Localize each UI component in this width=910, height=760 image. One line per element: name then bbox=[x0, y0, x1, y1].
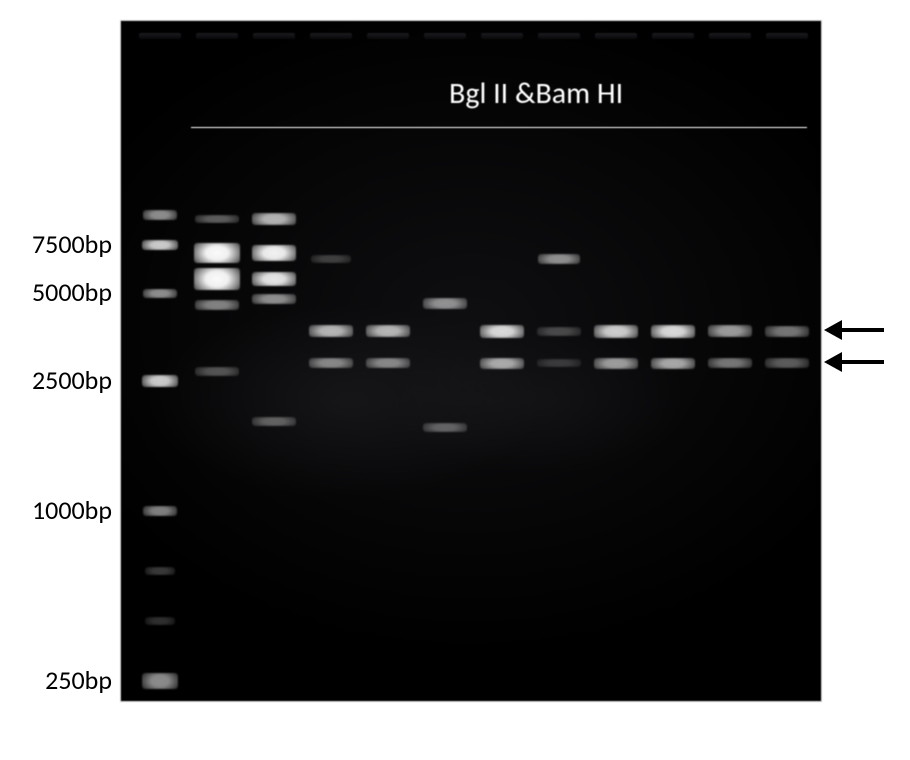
well bbox=[652, 33, 694, 39]
well bbox=[139, 33, 181, 39]
well bbox=[196, 33, 238, 39]
gel-band bbox=[195, 367, 239, 376]
gel-image: Bgl II &Bam HI bbox=[120, 20, 822, 702]
gel-band bbox=[195, 215, 239, 223]
gel-band bbox=[252, 213, 296, 225]
gel-band bbox=[651, 358, 695, 369]
gel-band bbox=[651, 325, 695, 338]
gel-band bbox=[594, 358, 638, 369]
bp-label-250: 250bp bbox=[45, 664, 112, 696]
gel-band bbox=[423, 423, 467, 432]
well bbox=[253, 33, 295, 39]
well bbox=[766, 33, 808, 39]
gel-figure: 7500bp 5000bp 2500bp 1000bp 250bp Bgl II… bbox=[0, 0, 910, 760]
gel-band bbox=[145, 567, 175, 575]
gel-band bbox=[366, 358, 410, 368]
gel-band bbox=[252, 294, 296, 304]
digest-underline bbox=[191, 127, 807, 128]
gel-band bbox=[594, 325, 638, 338]
digest-label: Bgl II &Bam HI bbox=[449, 75, 623, 112]
arrow-shaft bbox=[842, 360, 884, 364]
gel-band bbox=[143, 289, 177, 298]
gel-band bbox=[252, 417, 296, 426]
gel-band bbox=[142, 240, 178, 250]
well bbox=[481, 33, 523, 39]
gel-band bbox=[143, 506, 177, 516]
arrow-shaft bbox=[842, 328, 884, 332]
gel-band bbox=[195, 300, 239, 310]
gel-band bbox=[142, 673, 178, 689]
well bbox=[595, 33, 637, 39]
gel-band bbox=[480, 325, 524, 338]
gel-band bbox=[537, 359, 581, 367]
well bbox=[424, 33, 466, 39]
gel-band bbox=[194, 268, 240, 290]
arrow-head-icon bbox=[824, 320, 842, 340]
gel-band bbox=[366, 325, 410, 337]
bp-label-2500: 2500bp bbox=[32, 364, 112, 396]
gel-band bbox=[145, 617, 175, 625]
well bbox=[367, 33, 409, 39]
gel-band bbox=[142, 375, 178, 387]
arrow-head-icon bbox=[824, 352, 842, 372]
well bbox=[538, 33, 580, 39]
gel-band bbox=[252, 245, 296, 261]
well bbox=[310, 33, 352, 39]
gel-band bbox=[765, 326, 809, 337]
gel-band bbox=[309, 325, 353, 337]
well bbox=[709, 33, 751, 39]
gel-band bbox=[194, 243, 240, 263]
gel-band bbox=[708, 325, 752, 337]
gel-band bbox=[537, 327, 581, 336]
gel-band bbox=[143, 210, 177, 220]
band-arrow-lower bbox=[824, 352, 884, 372]
gel-band bbox=[423, 298, 467, 309]
gel-band bbox=[480, 358, 524, 369]
gel-band bbox=[538, 254, 580, 264]
gel-band bbox=[252, 272, 296, 286]
bp-label-5000: 5000bp bbox=[32, 276, 112, 308]
bp-label-7500: 7500bp bbox=[32, 228, 112, 260]
bp-label-1000: 1000bp bbox=[32, 494, 112, 526]
gel-band bbox=[708, 358, 752, 368]
left-axis-labels: 7500bp 5000bp 2500bp 1000bp 250bp bbox=[0, 0, 120, 760]
gel-band bbox=[309, 358, 353, 368]
band-arrow-upper bbox=[824, 320, 884, 340]
gel-band bbox=[311, 255, 351, 263]
gel-band bbox=[765, 358, 809, 368]
